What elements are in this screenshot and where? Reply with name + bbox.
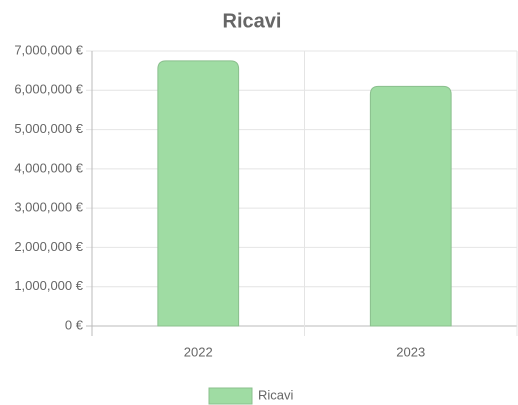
y-tick-label: 0 € [65, 317, 84, 332]
bar [157, 60, 240, 327]
y-tick-label: 6,000,000 € [14, 82, 83, 97]
bar [369, 85, 452, 327]
y-tick-label: 3,000,000 € [14, 200, 83, 215]
y-tick-label: 5,000,000 € [14, 121, 83, 136]
legend-label: Ricavi [258, 387, 294, 402]
x-tick-label: 2022 [184, 344, 213, 359]
y-tick-label: 4,000,000 € [14, 160, 83, 175]
legend-swatch [208, 387, 253, 405]
y-tick-label: 2,000,000 € [14, 239, 83, 254]
y-tick-label: 1,000,000 € [14, 278, 83, 293]
x-tick-label: 2023 [396, 344, 425, 359]
y-tick-label: 7,000,000 € [14, 42, 83, 57]
chart-title: Ricavi [223, 10, 282, 32]
